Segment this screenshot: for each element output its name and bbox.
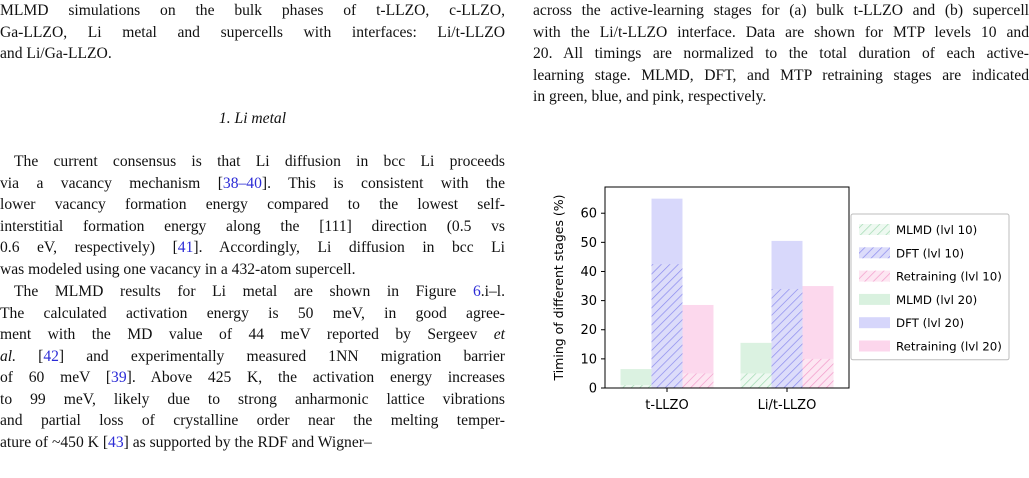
text-line: The calculated activation energy is 50 m… (0, 304, 505, 322)
legend-label: MLMD (lvl 20) (896, 293, 977, 307)
text-line: learning stage. MLMD, DFT, and MTP retra… (533, 66, 1029, 84)
bar (802, 358, 834, 388)
figure-link[interactable]: 6 (472, 283, 481, 300)
legend-label: MLMD (lvl 10) (896, 223, 977, 237)
x-tick-label: t-LLZO (645, 398, 688, 413)
text-line: 0.6 eV, respectively) [41]. Accordingly,… (0, 239, 505, 256)
bar (682, 373, 714, 388)
legend-label: Retraining (lvl 10) (896, 270, 1002, 284)
text-line: The current consensus is that Li diffusi… (14, 153, 505, 170)
y-tick-label: 10 (580, 352, 597, 367)
legend-label: DFT (lvl 20) (896, 316, 964, 330)
legend-box (850, 213, 1010, 361)
y-tick-label: 20 (580, 323, 597, 338)
x-tick-label: Li/t-LLZO (758, 398, 817, 413)
figure-caption: across the active-learning stages for (a… (533, 0, 1029, 108)
legend-swatch (859, 293, 890, 305)
text-line: in green, blue, and pink, respectively. (533, 88, 767, 105)
bar (651, 264, 683, 388)
section-title: 1. Li metal (218, 110, 287, 127)
text-line: and partial loss of crystalline order ne… (0, 412, 505, 429)
text-line: with the Li/t-LLZO interface. Data are s… (533, 23, 1029, 41)
citation-link[interactable]: 39 (111, 369, 127, 386)
text-line: MLMD simulations on the bulk phases of t… (0, 2, 505, 19)
legend-label: DFT (lvl 10) (896, 246, 964, 260)
y-tick-label: 40 (580, 265, 597, 280)
text-line: ment with the MD value of 44 meV reporte… (0, 326, 505, 343)
bar (771, 288, 803, 388)
text-line: interstitial formation energy along the … (0, 217, 505, 235)
text-line: and Li/Ga-LLZO. (0, 45, 112, 62)
text-line: to 99 meV, likely due to strong anharmon… (0, 390, 505, 408)
y-tick-label: 30 (580, 294, 597, 309)
intro-text: MLMD simulations on the bulk phases of t… (0, 0, 505, 65)
y-tick-label: 50 (580, 236, 597, 251)
text-line: The MLMD results for Li metal are shown … (14, 283, 505, 300)
text-line: al. [42] and experimentally measured 1NN… (0, 347, 505, 365)
y-axis-label: Timing of different stages (%) (551, 194, 566, 381)
text-line: of 60 meV [39]. Above 425 K, the activat… (0, 369, 505, 386)
text-line: Ga-LLZO, Li metal and supercells with in… (0, 23, 505, 41)
text-line: 20. All timings are normalized to the to… (533, 45, 1029, 62)
paragraph-mlmd-results: The MLMD results for Li metal are shown … (0, 281, 505, 453)
stage-timing-chart: 0 10 20 30 40 50 60 t-LLZO Li/t-LLZO Timing of di… (551, 186, 1010, 413)
bottom-fragment (533, 456, 1029, 478)
bar (620, 369, 652, 388)
legend-swatch (859, 224, 890, 235)
text-line: ature of ~450 K [43] as supported by the… (0, 433, 372, 451)
bar (620, 385, 652, 388)
legend-label: Retraining (lvl 20) (896, 340, 1002, 354)
legend-swatch (859, 247, 890, 259)
citation-link[interactable]: 38–40 (222, 174, 262, 192)
text-line: lower vacancy formation energy compared … (0, 196, 505, 213)
y-tick-label: 60 (580, 207, 597, 222)
legend-swatch (859, 317, 890, 329)
paragraph-vacancy-mechanism: The current consensus is that Li diffusi… (0, 151, 505, 280)
text-line: was modeled using one vacancy in a 432-a… (0, 260, 356, 278)
legend-swatch (859, 270, 890, 282)
citation-link[interactable]: 43 (108, 433, 124, 451)
citation-link[interactable]: 41 (177, 239, 194, 256)
bar (740, 373, 772, 388)
legend-swatch (859, 340, 890, 352)
y-tick-label: 0 (589, 382, 597, 397)
text-line: via a vacancy mechanism [38–40]. This is… (0, 174, 505, 192)
text-line: across the active-learning stages for (a… (533, 2, 1029, 19)
citation-link[interactable]: 42 (43, 347, 59, 365)
